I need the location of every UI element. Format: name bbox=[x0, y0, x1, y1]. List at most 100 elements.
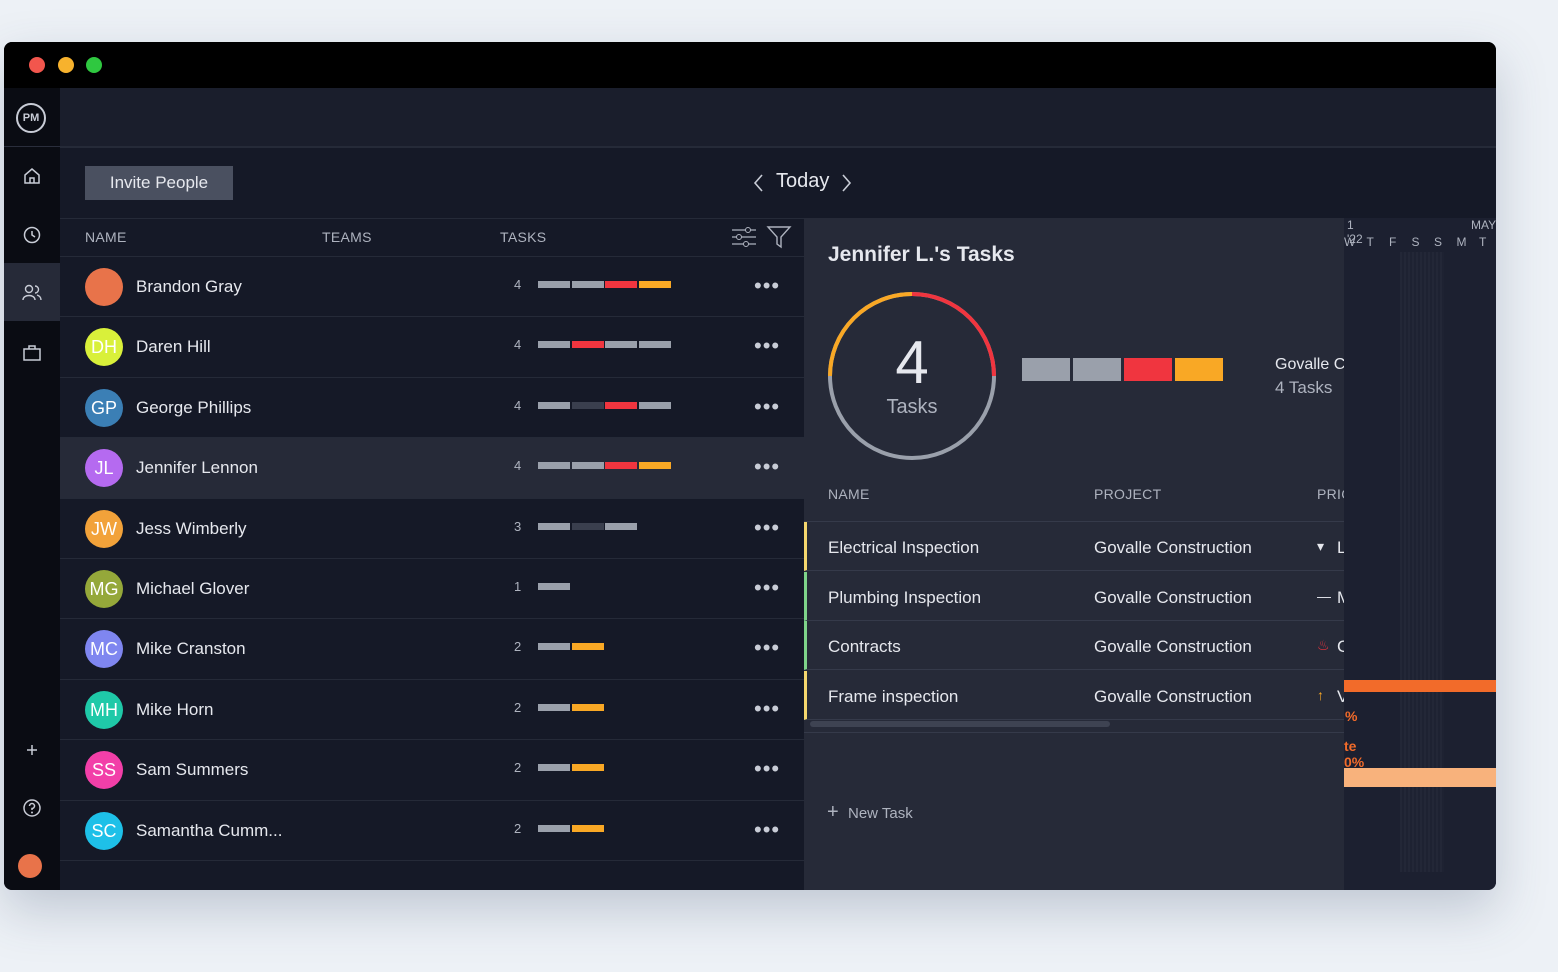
filter-icon[interactable] bbox=[766, 224, 792, 250]
task-segment bbox=[605, 341, 637, 349]
person-name: Mike Horn bbox=[136, 699, 214, 719]
task-count: 2 bbox=[514, 699, 522, 715]
window-control[interactable] bbox=[86, 57, 102, 73]
task-count: 2 bbox=[514, 820, 522, 836]
more-menu[interactable]: ••• bbox=[754, 695, 781, 721]
task-row[interactable] bbox=[804, 621, 1344, 670]
avatar: SC bbox=[85, 811, 123, 850]
task-segment bbox=[571, 643, 604, 651]
gantt-bar bbox=[1344, 768, 1496, 787]
avatar: MH bbox=[85, 690, 123, 729]
task-segment bbox=[571, 703, 604, 711]
add-icon[interactable] bbox=[25, 743, 39, 757]
scrollbar bbox=[810, 721, 1110, 727]
task-segment bbox=[571, 824, 604, 832]
priority-icon: ♨ bbox=[1317, 637, 1330, 653]
top-bar bbox=[60, 88, 1496, 148]
prev-arrow[interactable] bbox=[752, 172, 766, 194]
home-icon[interactable] bbox=[22, 166, 42, 186]
task-segment bbox=[538, 583, 570, 590]
gantt-day: T bbox=[1479, 235, 1487, 249]
gantt-period: MAY bbox=[1471, 218, 1496, 232]
task-row[interactable] bbox=[804, 522, 1344, 571]
settings-icon[interactable] bbox=[730, 224, 758, 250]
avatar: DH bbox=[85, 328, 123, 367]
active-nav bbox=[4, 263, 60, 321]
date-nav[interactable]: Today bbox=[776, 170, 830, 192]
row[interactable] bbox=[60, 559, 804, 620]
window-control[interactable] bbox=[29, 57, 45, 73]
person-name: Jess Wimberly bbox=[136, 518, 247, 538]
task-segment bbox=[638, 281, 671, 288]
priority: V bbox=[1337, 686, 1344, 706]
invite-button[interactable]: Invite People bbox=[85, 166, 233, 200]
person-name: Mike Cranston bbox=[136, 639, 246, 659]
help-icon[interactable] bbox=[22, 798, 42, 818]
task-segment bbox=[1175, 358, 1223, 381]
task-segment bbox=[1073, 358, 1121, 381]
task-count: 4 bbox=[514, 397, 522, 413]
task-segment bbox=[1124, 358, 1172, 381]
window-control[interactable] bbox=[57, 57, 74, 73]
column-header: TASKS bbox=[500, 229, 547, 245]
person-name: Samantha Cumm... bbox=[136, 820, 283, 840]
gantt-day: W bbox=[1344, 235, 1356, 249]
avatar: JW bbox=[85, 509, 123, 548]
avatar: GP bbox=[85, 388, 123, 427]
task-project: Govalle Construction bbox=[1094, 637, 1252, 656]
more-menu[interactable]: ••• bbox=[754, 454, 781, 480]
task-segment bbox=[538, 462, 570, 470]
task-segment bbox=[538, 281, 570, 288]
task-count-big: 4 bbox=[895, 329, 929, 396]
briefcase-icon[interactable] bbox=[22, 343, 42, 363]
task-segment bbox=[571, 341, 604, 349]
more-menu[interactable]: ••• bbox=[754, 756, 781, 782]
next-arrow[interactable] bbox=[840, 172, 854, 194]
avatar: SS bbox=[85, 751, 123, 790]
more-menu[interactable]: ••• bbox=[754, 635, 781, 661]
more-menu[interactable]: ••• bbox=[754, 333, 781, 359]
gantt-day: S bbox=[1434, 235, 1443, 249]
row[interactable] bbox=[60, 619, 804, 680]
row[interactable] bbox=[60, 378, 804, 439]
row[interactable] bbox=[60, 499, 804, 559]
column-header: TEAMS bbox=[322, 229, 372, 245]
divider bbox=[4, 146, 60, 147]
task-count: 4 bbox=[514, 337, 522, 353]
avatar: MC bbox=[85, 630, 123, 669]
task-count: 4 bbox=[514, 458, 522, 474]
row[interactable] bbox=[60, 257, 804, 318]
user-avatar[interactable] bbox=[18, 854, 42, 878]
row[interactable] bbox=[60, 740, 804, 801]
new-task[interactable]: New Task bbox=[848, 805, 913, 822]
row[interactable] bbox=[60, 317, 804, 378]
person-name: Sam Summers bbox=[136, 760, 249, 780]
row[interactable] bbox=[60, 680, 804, 741]
task-segment bbox=[571, 522, 604, 530]
more-menu[interactable]: ••• bbox=[754, 514, 781, 540]
logo[interactable]: PM bbox=[16, 103, 46, 133]
task-segment bbox=[571, 462, 604, 470]
task-segment bbox=[605, 401, 637, 409]
people-icon[interactable] bbox=[21, 283, 43, 303]
more-menu[interactable]: ••• bbox=[754, 273, 781, 298]
row[interactable] bbox=[60, 801, 804, 861]
more-menu[interactable]: ••• bbox=[754, 816, 781, 842]
row[interactable] bbox=[60, 438, 804, 499]
task-segment bbox=[571, 764, 604, 772]
gantt-bar bbox=[1344, 680, 1496, 692]
task-panel bbox=[804, 218, 1344, 890]
more-menu[interactable]: ••• bbox=[754, 393, 781, 419]
gantt-day: S bbox=[1411, 235, 1420, 249]
clock-icon[interactable] bbox=[22, 225, 42, 245]
gantt-day: M bbox=[1456, 235, 1467, 249]
plus-icon[interactable]: + bbox=[827, 801, 839, 823]
more-menu[interactable]: ••• bbox=[754, 575, 781, 600]
person-name: George Phillips bbox=[136, 397, 252, 417]
task-row[interactable] bbox=[804, 670, 1344, 720]
divider bbox=[60, 218, 804, 219]
task-row[interactable] bbox=[804, 571, 1344, 621]
gantt-day: T bbox=[1366, 235, 1374, 249]
priority: M bbox=[1337, 588, 1344, 608]
